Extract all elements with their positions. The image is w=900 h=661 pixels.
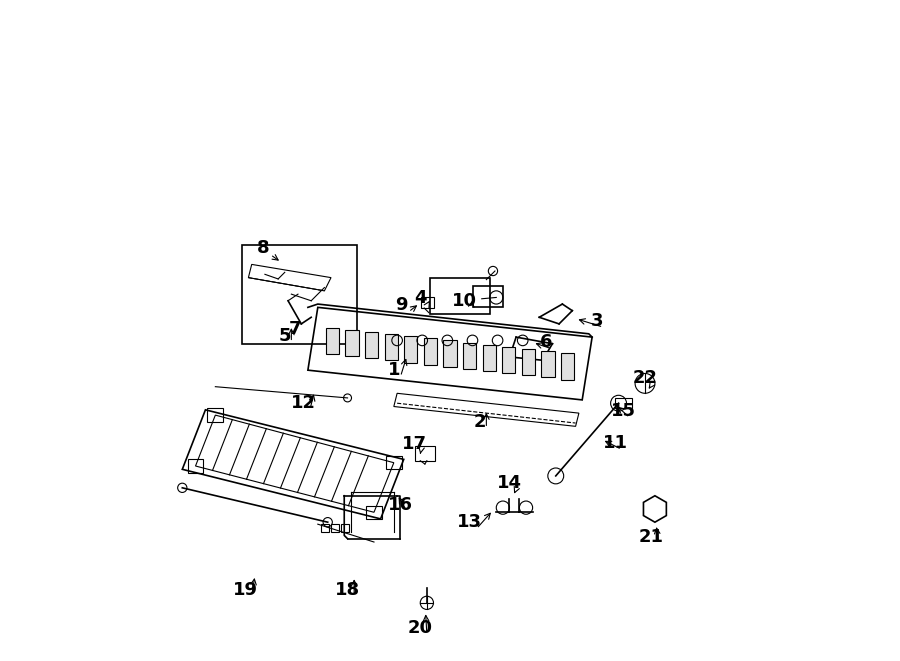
Bar [415,446,435,461]
Polygon shape [326,328,339,354]
Text: 18: 18 [335,580,360,599]
Polygon shape [502,347,516,373]
Bar [242,245,357,344]
Text: 17: 17 [401,435,427,453]
Text: 7: 7 [288,320,301,338]
Text: 20: 20 [408,619,433,637]
Polygon shape [542,351,554,377]
Text: 2: 2 [473,412,486,431]
Text: 14: 14 [497,473,522,492]
Bar [473,286,503,307]
Text: 22: 22 [633,369,658,387]
Text: 9: 9 [395,296,408,315]
Text: 10: 10 [452,292,477,310]
Bar [430,278,490,314]
Polygon shape [424,338,437,365]
Polygon shape [404,336,418,363]
Text: 11: 11 [603,434,628,452]
Text: 16: 16 [388,496,413,514]
Text: 13: 13 [457,513,482,531]
Text: 8: 8 [257,239,270,257]
Polygon shape [522,349,535,375]
Polygon shape [463,342,476,369]
Polygon shape [346,330,358,356]
Polygon shape [365,332,378,358]
Text: 19: 19 [232,580,257,599]
Text: 4: 4 [415,289,428,307]
Text: 5: 5 [278,327,291,345]
Text: 21: 21 [639,527,664,546]
Polygon shape [444,340,456,367]
Polygon shape [384,334,398,360]
Text: 1: 1 [388,361,400,379]
Text: 12: 12 [291,394,316,412]
Text: 6: 6 [540,333,552,352]
Text: 15: 15 [611,402,635,420]
Polygon shape [482,344,496,371]
Polygon shape [561,353,574,379]
Bar [421,297,434,308]
Text: 3: 3 [590,311,603,330]
